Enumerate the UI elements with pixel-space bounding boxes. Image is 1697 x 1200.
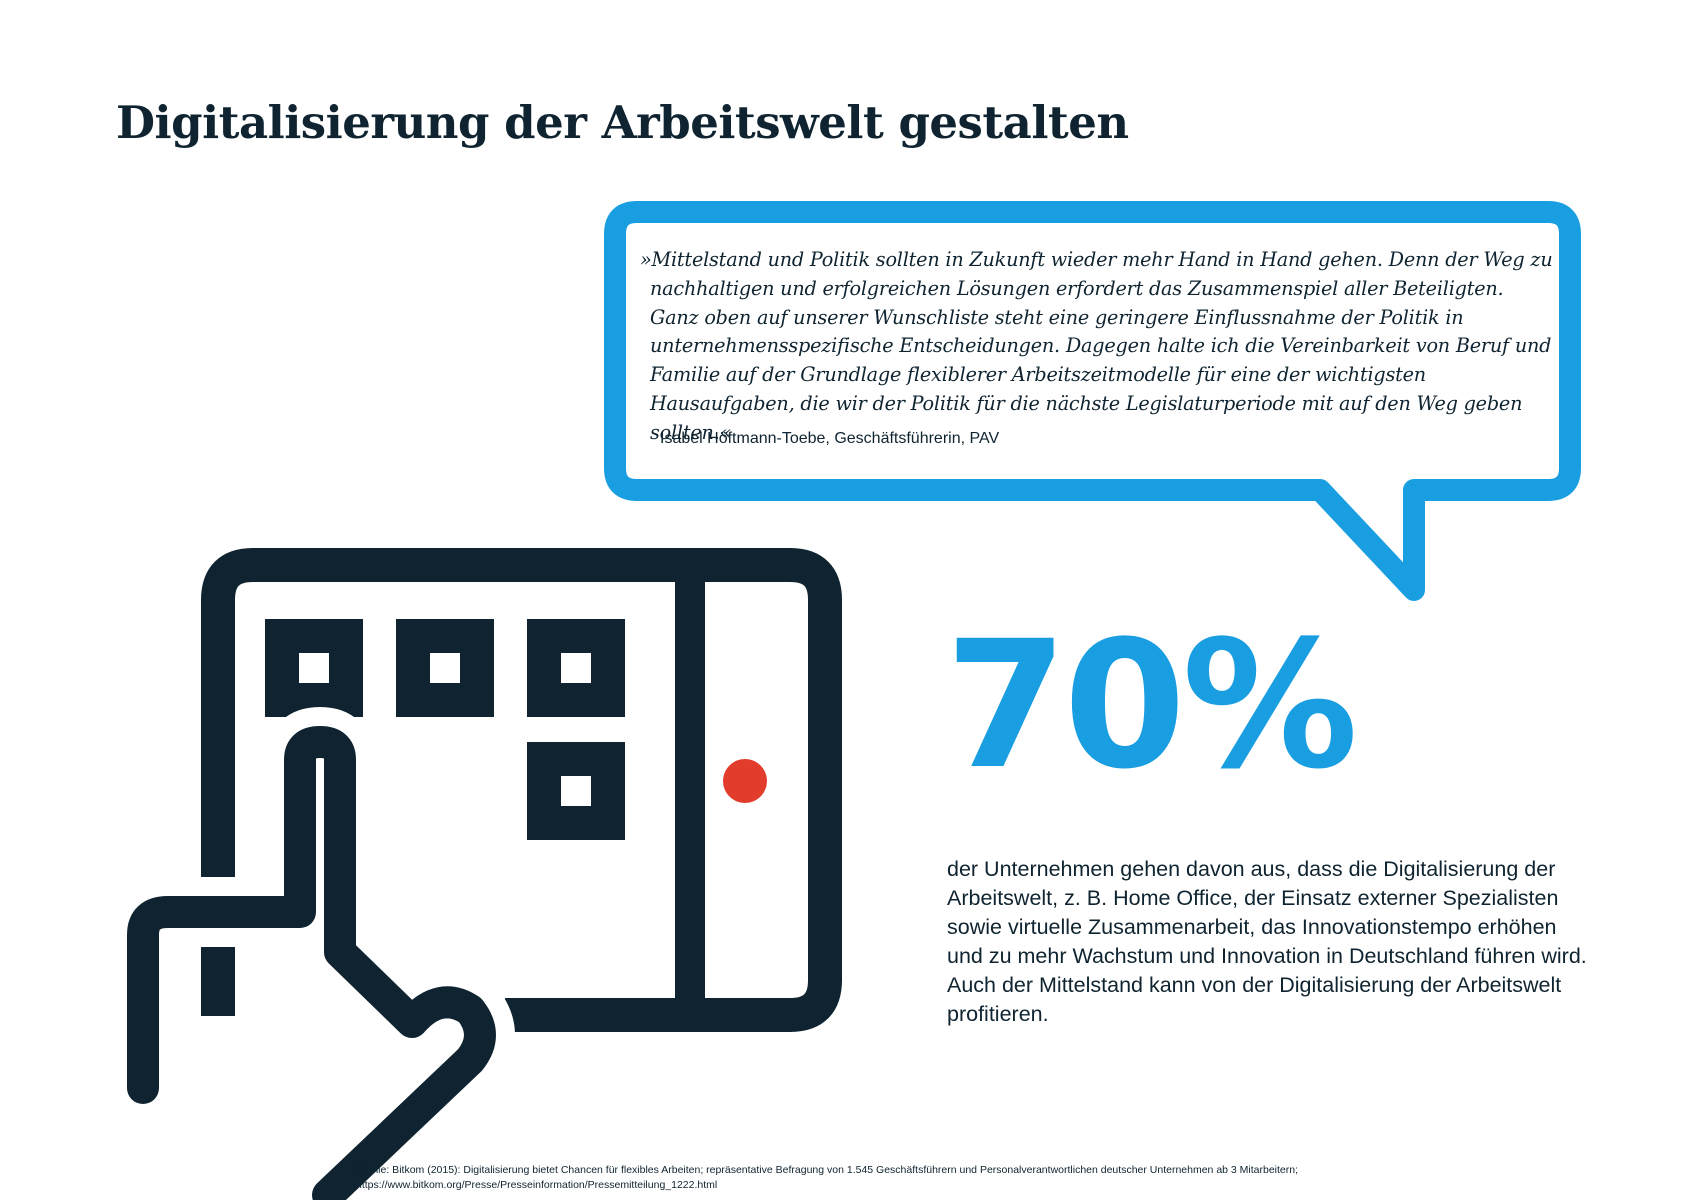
red-dot-icon bbox=[723, 759, 767, 803]
app-square-4 bbox=[527, 742, 625, 840]
source-line-2: https://www.bitkom.org/Presse/Presseinfo… bbox=[356, 1179, 718, 1191]
stat-description: der Unternehmen gehen davon aus, dass di… bbox=[947, 857, 1587, 1026]
quote-text: »Mittelstand und Politik sollten in Zuku… bbox=[640, 248, 1553, 444]
app-square-1 bbox=[265, 619, 363, 717]
app-square-2 bbox=[396, 619, 494, 717]
source-line-1: Quelle: Bitkom (2015): Digitalisierung b… bbox=[356, 1164, 1299, 1176]
source-note: Quelle: Bitkom (2015): Digitalisierung b… bbox=[356, 1163, 1606, 1193]
app-square-3 bbox=[527, 619, 625, 717]
page-title: Digitalisierung der Arbeitswelt gestalte… bbox=[116, 96, 1129, 149]
pointing-hand-icon bbox=[127, 726, 496, 1200]
quote-author: Isabel Höftmann-Toebe, Geschäftsführerin… bbox=[660, 430, 1000, 447]
stat-value: 70% bbox=[945, 603, 1358, 808]
